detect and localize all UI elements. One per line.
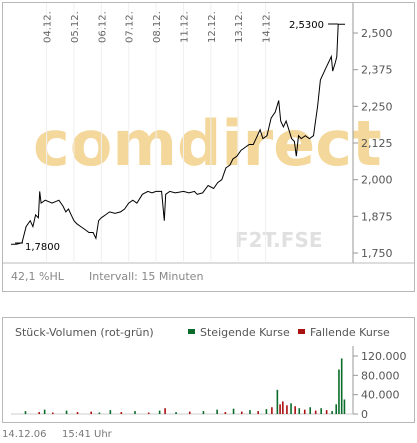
volume-y-tick-label: 0 (361, 408, 368, 421)
volume-bar (303, 409, 306, 414)
volume-bar (276, 389, 279, 414)
date-label: 04.12. (43, 11, 54, 43)
volume-bar (290, 403, 292, 414)
date-label: 08.12. (152, 11, 163, 43)
volume-bar (134, 411, 136, 414)
exchange-watermark: F2T.FSE (235, 228, 323, 252)
volume-bar (282, 401, 284, 414)
volume-bar (24, 411, 27, 414)
volume-bar (52, 412, 54, 414)
date-label: 14.12. (262, 11, 273, 43)
volume-y-tick-label: 40.000 (361, 389, 400, 402)
volume-bar (286, 405, 288, 414)
volume-y-tick-label: 120.000 (361, 350, 407, 363)
legend-down-swatch (298, 329, 305, 334)
price-chart: comdirect F2T.FSE 2,500 2,375 2,250 2,125 2,… (3, 3, 414, 283)
volume-bar (76, 412, 79, 414)
price-y-tick-label: 2,375 (361, 64, 393, 77)
interval-label: Intervall: 15 Minuten (89, 270, 203, 283)
volume-bar (279, 404, 281, 414)
volume-bar (202, 411, 205, 414)
volume-bar (294, 406, 296, 414)
volume-bar (249, 410, 251, 414)
price-y-tick-label: 2,000 (361, 174, 393, 187)
volume-bar (175, 412, 177, 414)
volume-bar (271, 407, 273, 414)
volume-bar (338, 369, 340, 414)
volume-bar (65, 410, 68, 414)
watermark-logo: comdirect (33, 107, 382, 180)
volume-bar (314, 410, 317, 414)
low-label: 1,7800 (25, 242, 60, 253)
high-low-percent: 42,1 %HL (11, 270, 65, 283)
date-label: 11.12. (179, 11, 190, 43)
volume-y-tick-label: 80.000 (361, 369, 400, 382)
volume-bar (120, 412, 123, 414)
volume-bar (265, 409, 268, 414)
volume-chart: Stück-Volumen (rot-grün) Steigende Kurse… (11, 326, 407, 421)
date-label: 05.12. (70, 11, 81, 43)
volume-title: Stück-Volumen (rot-grün) (15, 326, 154, 339)
price-y-tick-label: 2,250 (361, 100, 393, 113)
price-y-tick-label: 2,125 (361, 137, 393, 150)
date-label: 13.12. (234, 11, 245, 43)
volume-bar (343, 399, 346, 414)
price-y-tick-label: 1,875 (361, 210, 393, 223)
volume-bar (232, 408, 235, 414)
volume-bar (43, 409, 46, 414)
footer-date: 14.12.06 (2, 429, 47, 440)
volume-bar (98, 412, 101, 414)
date-label: 06.12. (97, 11, 108, 43)
footer-time: 15:41 Uhr (62, 429, 112, 440)
volume-bar (90, 411, 92, 414)
volume-bar (335, 404, 338, 414)
volume-bar (240, 411, 243, 414)
legend-up-label: Steigende Kurse (200, 326, 290, 339)
volume-bar (38, 412, 40, 414)
volume-bar (320, 408, 322, 414)
volume-bar (188, 411, 191, 414)
volume-bar (147, 412, 150, 414)
volume-bar (340, 358, 343, 414)
date-label: 07.12. (125, 11, 136, 43)
volume-bar (158, 410, 161, 414)
price-y-tick-label: 2,500 (361, 27, 393, 40)
high-label: 2,5300 (289, 20, 324, 31)
volume-bar (164, 408, 166, 414)
price-series-line (11, 23, 345, 245)
volume-bar (224, 412, 227, 414)
volume-bar (331, 411, 333, 414)
volume-bar (309, 407, 312, 414)
legend-up-swatch (188, 329, 195, 334)
volume-bar (298, 408, 301, 414)
price-chart-panel: comdirect F2T.FSE 2,500 2,375 2,250 2,125 2,… (2, 2, 415, 292)
volume-bar (216, 409, 218, 414)
volume-bar (257, 411, 259, 414)
date-label: 12.12. (207, 11, 218, 43)
legend-down-label: Fallende Kurse (310, 326, 390, 339)
price-y-tick-label: 1,750 (361, 247, 393, 260)
volume-bar (325, 410, 328, 414)
volume-bar (109, 410, 112, 414)
volume-chart-panel: Stück-Volumen (rot-grün) Steigende Kurse… (2, 317, 415, 423)
